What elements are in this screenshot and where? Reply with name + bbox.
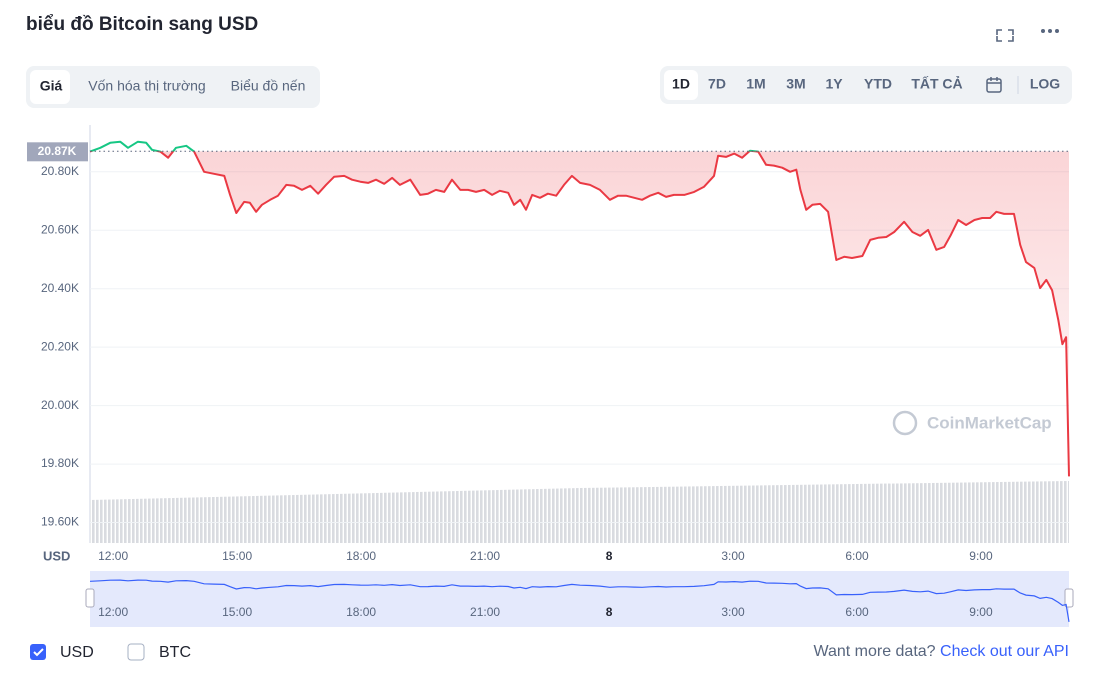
navigator-tick-label: 12:00 — [98, 605, 128, 619]
x-tick-label: 8 — [606, 549, 613, 563]
x-tick-label: 21:00 — [470, 549, 500, 563]
footer: Want more data? Check out our API — [813, 643, 1069, 660]
y-tick-label: 20.60K — [41, 222, 79, 236]
reference-label: 20.87K — [38, 144, 77, 158]
y-axis-label: USD — [43, 548, 70, 563]
watermark-text: CoinMarketCap — [927, 413, 1052, 432]
tab[interactable]: Vốn hóa thị trường — [88, 78, 205, 94]
legend-usd: USD — [60, 644, 94, 661]
navigator — [90, 571, 1069, 627]
log-button[interactable]: LOG — [1030, 76, 1060, 92]
tab[interactable]: Biểu đồ nến — [231, 78, 306, 94]
range-button[interactable]: TẤT CẢ — [911, 76, 962, 92]
navigator-tick-label: 6:00 — [845, 605, 869, 619]
x-tick-label: 18:00 — [346, 549, 376, 563]
fullscreen-icon[interactable] — [996, 29, 1014, 42]
footer-text: Want more data? — [813, 643, 935, 660]
x-tick-label: 6:00 — [845, 549, 869, 563]
checkbox-btc[interactable] — [127, 643, 145, 661]
area-below-reference — [90, 151, 1069, 477]
range-bar — [660, 66, 1072, 104]
volume-bars — [90, 481, 1069, 543]
y-tick-label: 20.80K — [41, 164, 79, 178]
navigator-tick-label: 3:00 — [721, 605, 745, 619]
x-tick-label: 3:00 — [721, 549, 745, 563]
more-icon[interactable] — [1041, 29, 1059, 33]
checkbox-usd[interactable] — [30, 644, 46, 660]
y-tick-label: 19.80K — [41, 456, 79, 470]
y-tick-label: 20.20K — [41, 339, 79, 353]
navigator-tick-label: 18:00 — [346, 605, 376, 619]
navigator-handle[interactable] — [85, 588, 95, 608]
range-active-bg — [664, 70, 698, 100]
range-button[interactable]: 1M — [746, 76, 765, 92]
tab-bar — [26, 66, 320, 108]
check-mark — [33, 648, 44, 657]
x-tick-label: 12:00 — [98, 549, 128, 563]
reference-label-bg — [27, 142, 88, 162]
range-button[interactable]: YTD — [864, 76, 892, 92]
title: biểu đồ Bitcoin sang USD — [26, 14, 258, 35]
legend-btc: BTC — [159, 644, 191, 661]
navigator-handle[interactable] — [1064, 588, 1074, 608]
y-tick-label: 19.60K — [41, 515, 79, 529]
x-tick-label: 9:00 — [969, 549, 993, 563]
navigator-tick-label: 15:00 — [222, 605, 252, 619]
calendar-icon[interactable] — [986, 77, 1002, 93]
range-button[interactable]: 7D — [708, 76, 726, 92]
y-tick-label: 20.40K — [41, 281, 79, 295]
api-link[interactable]: Check out our API — [940, 643, 1069, 660]
range-button[interactable]: 1Y — [825, 76, 843, 92]
price-line — [89, 140, 1070, 477]
tab-active-bg — [30, 70, 70, 104]
navigator-line — [89, 579, 1070, 622]
tab[interactable]: Giá — [40, 78, 63, 94]
x-tick-label: 15:00 — [222, 549, 252, 563]
navigator-tick-label: 21:00 — [470, 605, 500, 619]
range-button[interactable]: 3M — [786, 76, 805, 92]
navigator-tick-label: 8 — [606, 605, 613, 619]
y-tick-label: 20.00K — [41, 398, 79, 412]
range-button[interactable]: 1D — [672, 76, 690, 92]
watermark: CoinMarketCap — [892, 410, 1052, 436]
navigator-tick-label: 9:00 — [969, 605, 993, 619]
